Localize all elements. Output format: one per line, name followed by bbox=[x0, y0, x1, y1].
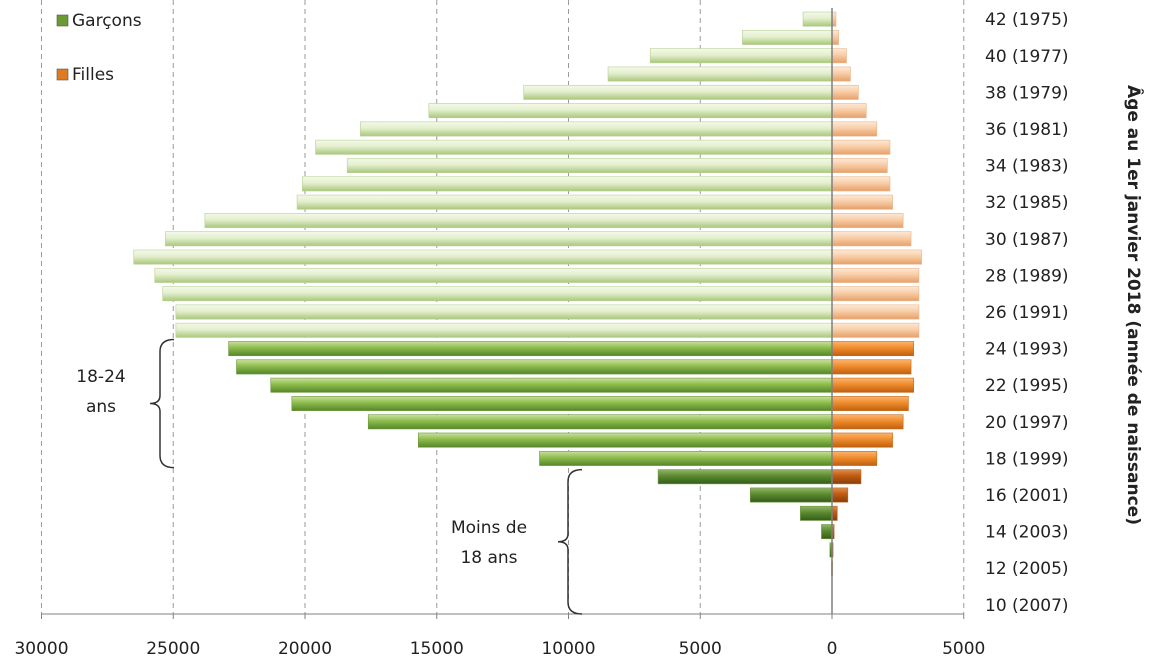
bar-filles-age-33 bbox=[831, 176, 891, 192]
y-tick-label: 28 (1989) bbox=[985, 266, 1069, 286]
legend-swatch bbox=[56, 14, 69, 27]
bar-garcons-age-35 bbox=[315, 139, 833, 155]
bar-garcons-age-38 bbox=[523, 84, 833, 100]
bar-filles-age-32 bbox=[831, 194, 893, 210]
x-axis: 30000 25000 20000 15000 10000 5000 0 5000 bbox=[14, 8, 985, 659]
bar-filles-age-37 bbox=[831, 103, 867, 119]
y-axis-title: Âge au 1er janvier 2018 (année de naissa… bbox=[1123, 85, 1145, 525]
x-tick-label: 0 bbox=[827, 639, 838, 659]
y-tick-label: 32 (1985) bbox=[985, 193, 1069, 213]
y-tick-label: 24 (1993) bbox=[985, 340, 1069, 360]
bar-filles-age-39 bbox=[831, 66, 851, 82]
y-tick-label: 16 (2001) bbox=[985, 486, 1069, 506]
x-tick-label: 25000 bbox=[146, 639, 200, 659]
legend-swatch bbox=[56, 68, 69, 81]
annotation-label: 18 ans bbox=[460, 548, 517, 568]
legend-label: Garçons bbox=[72, 11, 142, 31]
bar-filles-age-15 bbox=[831, 505, 838, 521]
bar-filles-age-20 bbox=[831, 414, 904, 430]
bar-garcons-age-40 bbox=[649, 48, 833, 64]
bar-garcons-age-17 bbox=[657, 469, 833, 485]
bar-filles-age-26 bbox=[831, 304, 920, 320]
bar-garcons-age-20 bbox=[367, 414, 833, 430]
bar-garcons-age-16 bbox=[750, 487, 833, 503]
bar-garcons-age-24 bbox=[228, 341, 833, 357]
bar-filles-age-38 bbox=[831, 84, 859, 100]
bar-garcons-age-39 bbox=[607, 66, 833, 82]
bar-garcons-age-37 bbox=[428, 103, 833, 119]
bar-filles-age-23 bbox=[831, 359, 912, 375]
annotation-label: 18-24 bbox=[76, 367, 125, 387]
bar-filles-age-34 bbox=[831, 158, 888, 174]
bar-garcons-age-33 bbox=[302, 176, 833, 192]
bar-garcons-age-26 bbox=[175, 304, 833, 320]
bar-garcons-age-25 bbox=[175, 322, 833, 338]
bar-filles-age-41 bbox=[831, 30, 839, 45]
bar-garcons-age-42 bbox=[802, 11, 833, 27]
bar-filles-age-16 bbox=[831, 487, 849, 503]
bar-filles-age-24 bbox=[831, 341, 914, 357]
bar-filles-age-17 bbox=[831, 469, 862, 485]
bar-filles-age-18 bbox=[831, 450, 878, 466]
bar-filles-age-28 bbox=[831, 267, 920, 283]
y-tick-label: 26 (1991) bbox=[985, 303, 1069, 323]
bar-garcons-age-36 bbox=[360, 121, 833, 137]
annotations: 18-24 ans Moins de 18 ans bbox=[76, 338, 583, 615]
annotation-bracket bbox=[149, 338, 175, 469]
bar-filles-age-22 bbox=[831, 377, 914, 393]
bar-filles-age-21 bbox=[831, 396, 909, 411]
bar-garcons-age-31 bbox=[204, 213, 833, 228]
bar-filles-age-36 bbox=[831, 121, 878, 137]
bar-garcons-age-23 bbox=[236, 359, 833, 375]
x-tick-label: 5000 bbox=[679, 639, 722, 659]
y-tick-label: 36 (1981) bbox=[985, 120, 1069, 140]
y-tick-label: 34 (1983) bbox=[985, 157, 1069, 177]
annotation-bracket bbox=[557, 468, 583, 615]
bar-garcons-age-30 bbox=[165, 231, 833, 247]
y-axis-labels: 42 (1975) 40 (1977) 38 (1979) 36 (1981) 34 (… bbox=[985, 10, 1069, 616]
y-tick-label: 14 (2003) bbox=[985, 523, 1069, 543]
bar-garcons-age-21 bbox=[291, 396, 833, 411]
bar-garcons-age-34 bbox=[346, 158, 833, 174]
bar-filles-age-30 bbox=[831, 231, 912, 247]
y-tick-label: 38 (1979) bbox=[985, 83, 1069, 103]
bar-filles-age-35 bbox=[831, 139, 891, 155]
bar-filles-age-25 bbox=[831, 322, 920, 338]
y-tick-label: 22 (1995) bbox=[985, 376, 1069, 396]
legend-label: Filles bbox=[72, 65, 114, 85]
y-tick-label: 12 (2005) bbox=[985, 559, 1069, 579]
y-tick-label: 20 (1997) bbox=[985, 413, 1069, 433]
bar-garcons-age-19 bbox=[418, 432, 833, 448]
y-tick-label: 30 (1987) bbox=[985, 230, 1069, 250]
legend: Garçons Filles bbox=[56, 11, 142, 85]
bar-garcons-age-41 bbox=[742, 30, 833, 45]
x-tick-label: 10000 bbox=[541, 639, 595, 659]
bar-filles-age-27 bbox=[831, 286, 920, 302]
bar-garcons-age-28 bbox=[154, 267, 833, 283]
x-tick-label: 5000 bbox=[942, 639, 985, 659]
x-tick-label: 15000 bbox=[410, 639, 464, 659]
bar-filles-age-19 bbox=[831, 432, 893, 448]
bar-garcons-age-15 bbox=[800, 505, 833, 521]
y-tick-label: 42 (1975) bbox=[985, 10, 1069, 30]
bar-filles-age-40 bbox=[831, 48, 847, 64]
x-tick-label: 30000 bbox=[14, 639, 68, 659]
bar-filles-age-31 bbox=[831, 213, 904, 228]
x-tick-label: 20000 bbox=[278, 639, 332, 659]
y-tick-label: 18 (1999) bbox=[985, 449, 1069, 469]
bar-garcons-age-18 bbox=[539, 450, 833, 466]
annotation-label: Moins de bbox=[451, 518, 527, 538]
bar-garcons-age-32 bbox=[296, 194, 833, 210]
bar-garcons-age-22 bbox=[270, 377, 833, 393]
y-tick-label: 40 (1977) bbox=[985, 47, 1069, 67]
y-tick-label: 10 (2007) bbox=[985, 596, 1069, 616]
bar-garcons-age-14 bbox=[821, 524, 833, 540]
bar-garcons-age-27 bbox=[162, 286, 833, 302]
bar-filles-age-29 bbox=[831, 249, 922, 265]
bars bbox=[133, 11, 922, 576]
bar-garcons-age-29 bbox=[133, 249, 833, 265]
annotation-label: ans bbox=[86, 397, 116, 417]
